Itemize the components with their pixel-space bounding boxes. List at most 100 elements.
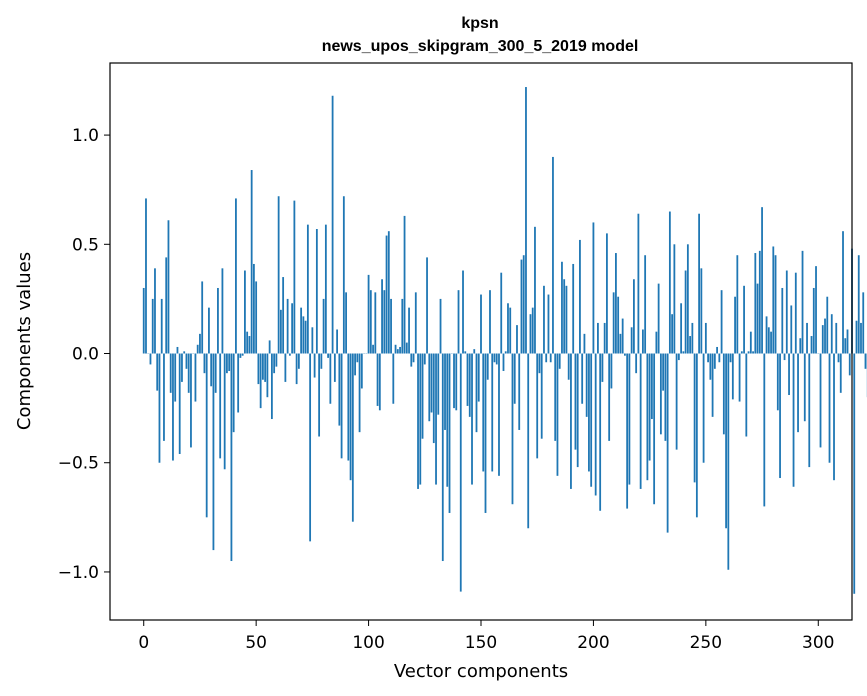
bar-187 (563, 279, 566, 354)
x-tick-label-200: 200 (577, 633, 609, 653)
bar-258 (722, 353, 725, 435)
bar-257 (720, 290, 723, 354)
bar-206 (606, 233, 608, 354)
bar-104 (376, 353, 379, 406)
bar-201 (594, 353, 597, 496)
bar-124 (421, 353, 424, 439)
bar-239 (680, 303, 683, 354)
bar-166 (516, 325, 518, 354)
bar-218 (633, 279, 635, 354)
bar-264 (736, 255, 739, 354)
y-tick-label-3: 0.5 (72, 235, 99, 255)
bar-174 (534, 226, 536, 354)
bar-281 (774, 255, 777, 354)
bar-145 (468, 353, 471, 417)
bar-86 (336, 329, 338, 354)
bar-29 (208, 307, 210, 354)
bar-269 (747, 351, 750, 354)
bar-191 (572, 263, 575, 354)
bar-149 (477, 353, 480, 402)
bar-79 (320, 353, 323, 369)
bar-302 (821, 325, 824, 354)
bar-219 (635, 353, 638, 374)
bar-289 (792, 353, 795, 487)
bar-73 (306, 224, 309, 354)
bar-150 (480, 294, 482, 354)
bar-17 (181, 353, 183, 382)
bar-248 (700, 268, 703, 354)
bar-40 (232, 353, 235, 433)
bar-216 (628, 353, 631, 485)
bar-320 (862, 292, 865, 354)
bar-66 (291, 303, 294, 354)
bar-159 (500, 272, 503, 354)
bar-87 (338, 353, 341, 426)
bar-185 (558, 353, 561, 369)
bar-8 (160, 298, 163, 354)
bar-16 (178, 353, 181, 454)
bar-294 (803, 353, 806, 422)
bar-111 (392, 353, 395, 404)
bar-254 (713, 353, 716, 369)
bar-46 (246, 331, 249, 354)
bar-52 (259, 353, 262, 409)
bar-128 (430, 353, 433, 413)
bar-167 (518, 353, 521, 430)
bar-299 (815, 266, 817, 354)
bar-51 (257, 353, 260, 385)
bar-280 (772, 246, 775, 354)
bar-256 (718, 353, 721, 363)
bar-115 (401, 298, 404, 354)
bars-group (142, 87, 867, 594)
bar-122 (417, 353, 419, 489)
bar-212 (619, 333, 622, 354)
bar-220 (637, 213, 640, 354)
bar-232 (664, 353, 667, 441)
bar-246 (695, 353, 698, 518)
bar-19 (185, 353, 188, 369)
bar-207 (608, 353, 611, 441)
bar-76 (313, 353, 316, 378)
bar-64 (286, 298, 289, 354)
bar-229 (657, 283, 660, 354)
x-tick-label-250: 250 (690, 633, 722, 653)
x-axis-label: Vector components (394, 661, 568, 682)
bar-18 (183, 351, 186, 354)
bar-141 (459, 353, 462, 592)
bar-62 (282, 277, 285, 354)
bar-93 (351, 353, 354, 522)
bar-309 (837, 353, 840, 363)
bar-148 (475, 353, 478, 433)
bar-242 (686, 244, 689, 354)
bar-225 (648, 353, 651, 461)
bar-0 (142, 287, 145, 354)
bar-14 (174, 353, 177, 402)
bar-1 (145, 198, 147, 354)
bar-194 (579, 239, 581, 354)
bar-210 (615, 253, 617, 354)
bar-107 (383, 290, 386, 354)
bar-105 (378, 353, 381, 411)
bar-173 (531, 307, 534, 354)
bar-263 (734, 296, 736, 354)
bar-132 (439, 298, 442, 354)
bar-70 (300, 307, 303, 354)
bar-251 (707, 353, 709, 363)
bar-97 (360, 353, 363, 389)
bar-85 (333, 353, 336, 382)
bar-255 (716, 346, 718, 354)
bar-20 (187, 353, 190, 393)
bar-168 (520, 259, 523, 354)
bar-69 (297, 353, 300, 369)
bar-36 (223, 353, 226, 470)
bar-177 (540, 353, 543, 439)
bar-144 (466, 353, 469, 406)
bar-24 (196, 344, 199, 354)
bar-119 (410, 353, 413, 367)
bar-199 (590, 353, 593, 487)
bar-59 (275, 353, 278, 367)
bar-123 (419, 353, 422, 485)
bar-77 (315, 229, 318, 354)
bar-312 (844, 338, 847, 354)
bar-82 (327, 353, 329, 358)
